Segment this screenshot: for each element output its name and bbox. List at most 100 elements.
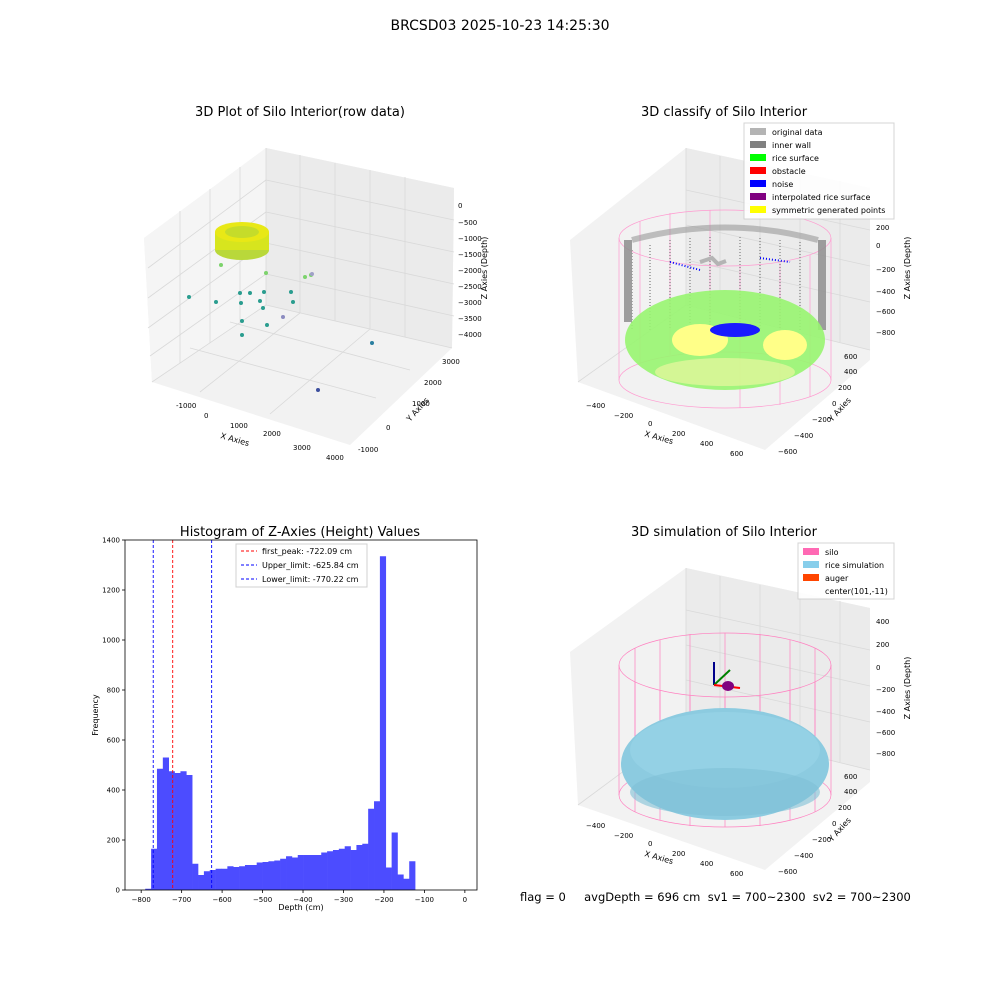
classify-3d-plot: 3D classify of Silo Interior: [570, 105, 912, 458]
histogram-bar: [409, 861, 416, 890]
legend-swatch: [750, 180, 766, 187]
histogram-y-axis-label: Frequency: [91, 694, 100, 736]
histogram-bar: [368, 808, 375, 890]
histogram-bar: [239, 866, 246, 890]
raw-ztick: −500: [458, 219, 477, 227]
simulation-ytick: 400: [844, 788, 857, 796]
raw-point: [289, 290, 293, 294]
histogram-bars: [145, 556, 416, 890]
raw-xtick: 3000: [293, 444, 311, 452]
classify-xtick: 600: [730, 450, 743, 458]
raw-point: [248, 291, 252, 295]
classify-ytick: 400: [844, 368, 857, 376]
histogram-bar: [344, 846, 351, 890]
histogram-frame: [124, 539, 478, 891]
raw-z-ticks: 0 −500 −1000 −1500 −2000 −2500 −3000 −35…: [458, 202, 482, 339]
raw-point: [187, 295, 191, 299]
histogram-xtick: −800: [132, 896, 151, 904]
simulation-ytick: 200: [838, 804, 851, 812]
legend-label: auger: [825, 574, 849, 583]
histogram-bar: [262, 862, 269, 890]
raw-3d-box: [144, 148, 455, 445]
histogram-bar: [168, 771, 175, 890]
legend-swatch: [750, 141, 766, 148]
histogram-xtick: 0: [463, 896, 467, 904]
raw-x-axis-label: X Axies: [219, 431, 250, 448]
raw-xtick: 4000: [326, 454, 344, 462]
simulation-ytick: −400: [794, 852, 813, 860]
raw-outlier-points: [187, 263, 374, 392]
histogram-legend-box: [235, 543, 368, 588]
raw-ytick: -1000: [358, 446, 378, 454]
raw-point: [214, 300, 218, 304]
classify-z-axis-label: Z Axies (Depth): [903, 237, 912, 300]
classify-xtick: −200: [614, 412, 633, 420]
legend-lower-limit: Lower_limit: -770.22 cm: [262, 575, 359, 584]
classify-xtick: −400: [586, 402, 605, 410]
histogram-bar: [162, 757, 169, 890]
histogram-title: Histogram of Z-Axies (Height) Values: [180, 525, 420, 540]
raw-point: [262, 290, 266, 294]
histogram-bar: [203, 871, 211, 890]
histogram-bar: [221, 868, 228, 890]
simulation-z-axis-label: Z Axies (Depth): [903, 657, 912, 720]
raw-xtick: 0: [204, 412, 208, 420]
classify-inner-wall: [624, 224, 826, 332]
histogram-y-ticks: 0 200 400 600 800 1000 1200 1400: [102, 537, 125, 895]
histogram-ytick: 0: [116, 887, 120, 895]
simulation-x-axis-label: X Axies: [643, 849, 674, 866]
raw-x-ticks: -1000 0 1000 2000 3000 4000: [176, 402, 344, 462]
raw-ztick: −1000: [458, 235, 482, 243]
legend-swatch: [803, 561, 819, 568]
raw-ztick: −1500: [458, 251, 482, 259]
histogram-ytick: 1400: [102, 537, 120, 545]
simulation-y-axis-label: Y Axies: [826, 816, 853, 844]
legend-label: rice simulation: [825, 561, 884, 570]
classify-xtick: 400: [700, 440, 713, 448]
legend-swatch: [750, 206, 766, 213]
classify-ztick: −600: [876, 308, 895, 316]
classify-ytick: 600: [844, 353, 857, 361]
histogram-xtick: −400: [293, 896, 312, 904]
classify-ztick: −800: [876, 329, 895, 337]
classify-ytick: −400: [794, 432, 813, 440]
histogram-bar: [250, 865, 257, 890]
classify-ztick: −400: [876, 288, 895, 296]
simulation-xtick: −400: [586, 822, 605, 830]
raw-ztick: −3500: [458, 315, 482, 323]
classify-x-axis-label: X Axies: [643, 429, 674, 446]
simulation-legend: silo rice simulation auger center(101,-1…: [797, 542, 895, 600]
histogram-bar: [198, 875, 205, 890]
histogram-bar: [156, 768, 164, 890]
histogram-ytick: 800: [107, 687, 120, 695]
histogram-xtick: −300: [334, 896, 353, 904]
histogram-bar: [268, 861, 275, 890]
simulation-plot-title: 3D simulation of Silo Interior: [631, 525, 818, 540]
classify-z-ticks: 200 0 −200 −400 −600 −800: [876, 224, 895, 337]
histogram-bar: [391, 832, 398, 890]
histogram-xtick: −200: [374, 896, 393, 904]
histogram-bar: [291, 857, 299, 890]
raw-ztick: −3000: [458, 299, 482, 307]
raw-z-axis-label: Z Axies (Depth): [480, 237, 489, 300]
histogram-bar: [403, 878, 410, 890]
legend-label: inner wall: [772, 141, 811, 150]
histogram-xtick: −700: [172, 896, 191, 904]
histogram-ytick: 1000: [102, 637, 120, 645]
raw-point: [310, 272, 314, 276]
histogram-bar: [385, 867, 392, 890]
histogram-bar: [321, 852, 328, 890]
raw-point: [238, 291, 242, 295]
histogram-x-ticks: −800 −700 −600 −500 −400 −300 −200 −100 0: [132, 890, 467, 904]
simulation-ztick: 0: [876, 664, 880, 672]
histogram-ytick: 600: [107, 737, 120, 745]
raw-point: [281, 315, 285, 319]
simulation-ztick: −200: [876, 686, 895, 694]
simulation-x-ticks: −400 −200 0 200 400 600: [586, 822, 743, 878]
histogram-bar: [256, 862, 263, 890]
classify-ztick: 200: [876, 224, 889, 232]
histogram-ytick: 400: [107, 787, 120, 795]
raw-ytick: 2000: [424, 379, 442, 387]
histogram-bar: [327, 851, 334, 890]
histogram-bar: [151, 848, 158, 890]
